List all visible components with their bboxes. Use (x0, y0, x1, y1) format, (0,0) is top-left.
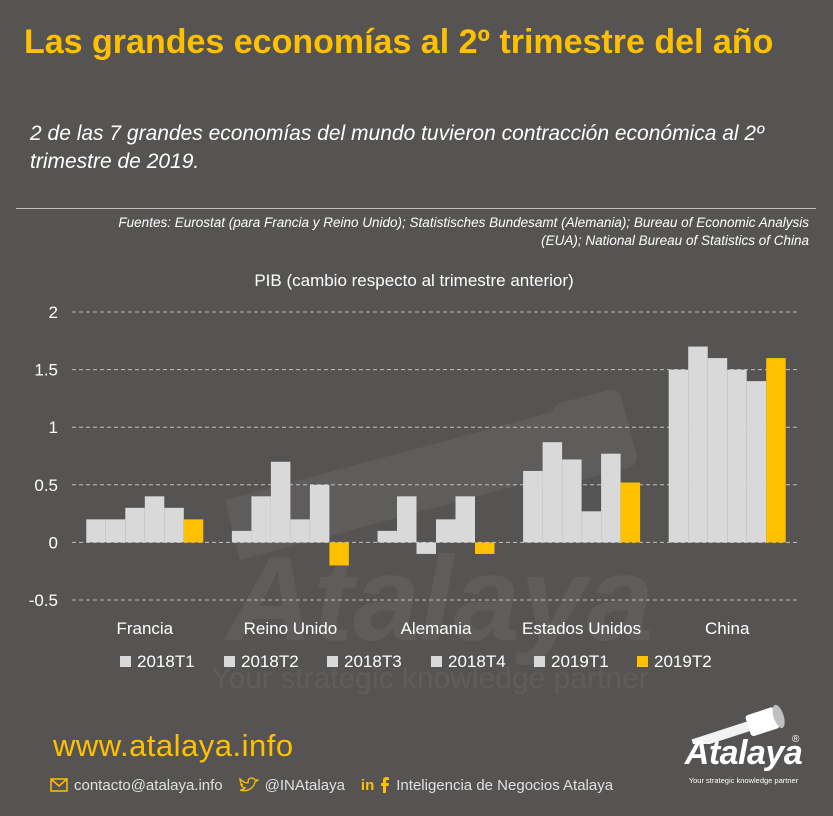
bar-2018t1-reino-unido (231, 530, 252, 543)
footer-url[interactable]: www.atalaya.info (53, 728, 294, 763)
bar-2019t2-francia (183, 519, 204, 543)
bar-2018t2-alemania (397, 496, 417, 543)
legend-swatch (327, 656, 338, 667)
bar-2018t2-reino-unido (251, 496, 271, 543)
bar-2018t4-alemania (436, 519, 456, 543)
bar-2019t1-reino-unido (309, 484, 330, 543)
atalaya-logo: Atalaya ® Your strategic knowledge partn… (676, 704, 811, 796)
legend-swatch (637, 656, 648, 667)
bar-2018t3-francia (125, 507, 145, 543)
contact-twitter[interactable]: @INAtalaya (264, 776, 345, 794)
chart-legend: 2018T1 2018T2 2018T3 2018T4 2019T1 2019T2 (120, 652, 712, 671)
bar-2018t2-francia (105, 519, 126, 543)
bar-2018t1-china (668, 369, 689, 543)
bar-2019t1-francia (164, 507, 184, 543)
bar-2019t2-reino-unido (329, 542, 349, 566)
facebook-icon[interactable] (380, 777, 390, 793)
bar-2019t2-china (766, 358, 786, 543)
bar-2018t3-china (707, 358, 728, 543)
legend-swatch (120, 656, 131, 667)
bar-2018t3-alemania (416, 542, 436, 554)
page-subtitle: 2 de las 7 grandes economías del mundo t… (30, 122, 764, 173)
category-label: Reino Unido (244, 619, 338, 638)
bar-2018t1-alemania (377, 530, 397, 543)
y-tick-label: 1 (49, 418, 58, 437)
category-label: China (705, 619, 750, 638)
legend-label: 2018T2 (241, 652, 299, 671)
y-tick-label: 2 (49, 303, 58, 322)
legend-label: 2018T1 (137, 652, 195, 671)
watermark-tagline: Your strategic knowledge partner (211, 662, 649, 695)
legend-label: 2019T1 (551, 652, 609, 671)
bar-2019t1-alemania (455, 496, 475, 543)
telescope-icon (691, 704, 785, 744)
chart: Atalaya Your strategic knowledge partner… (28, 271, 800, 695)
linkedin-icon[interactable]: in (360, 776, 375, 794)
y-tick-label: 0.5 (34, 476, 58, 495)
contact-email[interactable]: contacto@atalaya.info (74, 776, 223, 794)
email-icon (50, 778, 68, 792)
registered-mark: ® (792, 734, 800, 745)
bar-2018t2-china (688, 346, 708, 543)
sources-note: Fuentes: Eurostat (para Francia y Reino … (118, 215, 809, 248)
y-tick-label: 0 (49, 533, 58, 552)
legend-swatch (431, 656, 442, 667)
bar-2018t4-china (727, 369, 747, 543)
watermark-brand: Atalaya (224, 532, 654, 666)
chart-title: PIB (cambio respecto al trimestre anteri… (254, 271, 573, 290)
bar-2019t1-china (746, 381, 767, 543)
category-label: Francia (116, 619, 173, 638)
category-label: Estados Unidos (522, 619, 641, 638)
bar-2018t3-estados-unidos (562, 459, 582, 543)
logo-tagline: Your strategic knowledge partner (688, 776, 799, 785)
twitter-icon (239, 777, 259, 793)
logo-wordmark: Atalaya (684, 734, 803, 772)
category-label: Alemania (401, 619, 472, 638)
divider (16, 208, 816, 209)
contact-company[interactable]: Inteligencia de Negocios Atalaya (396, 776, 614, 794)
bar-2019t2-alemania (475, 542, 495, 554)
contact-bar: contacto@atalaya.info @INAtalaya in Inte… (50, 774, 629, 796)
bar-2019t1-estados-unidos (601, 453, 621, 543)
bar-2019t2-estados-unidos (620, 482, 641, 543)
x-axis-categories: Francia Reino Unido Alemania Estados Unidos… (116, 619, 749, 638)
bar-2018t4-estados-unidos (581, 511, 602, 543)
y-tick-label: 1.5 (34, 361, 58, 380)
bar-2018t4-reino-unido (290, 519, 310, 543)
y-axis-ticks: 2 1.5 1 0.5 0 -0.5 (29, 303, 58, 610)
legend-swatch (224, 656, 235, 667)
legend-label: 2019T2 (654, 652, 712, 671)
legend-label: 2018T4 (448, 652, 506, 671)
page-title: Las grandes economías al 2º trimestre de… (24, 23, 774, 61)
y-tick-label: -0.5 (29, 591, 58, 610)
chart-bars (86, 346, 786, 566)
legend-swatch (534, 656, 545, 667)
legend-label: 2018T3 (344, 652, 402, 671)
bar-2018t1-estados-unidos (523, 470, 543, 543)
bar-2018t1-francia (86, 519, 106, 543)
bar-2018t4-francia (144, 496, 165, 543)
bar-2018t3-reino-unido (270, 461, 291, 543)
bar-2018t2-estados-unidos (542, 442, 563, 543)
